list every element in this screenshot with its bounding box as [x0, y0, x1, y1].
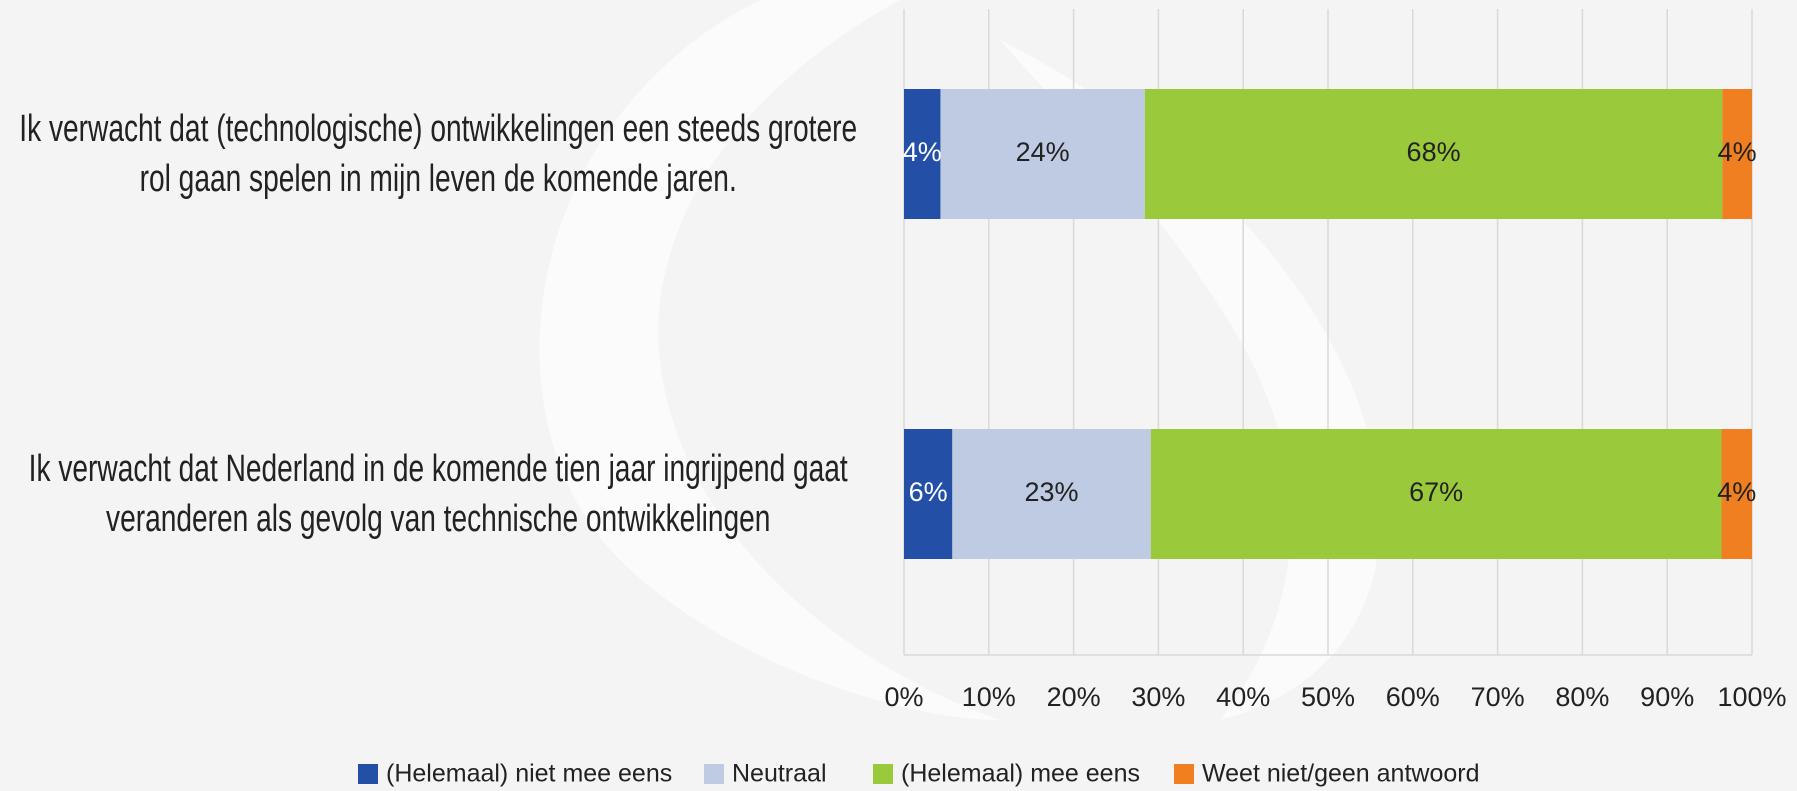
x-tick-label: 0%: [884, 682, 923, 712]
x-tick-label: 40%: [1216, 682, 1270, 712]
data-label: 24%: [1016, 137, 1070, 167]
x-tick-label: 30%: [1131, 682, 1185, 712]
data-label: 67%: [1409, 477, 1463, 507]
x-tick-label: 100%: [1717, 682, 1786, 712]
legend-label: Neutraal: [732, 760, 827, 788]
data-label: 23%: [1025, 477, 1079, 507]
legend-label: Weet niet/geen antwoord: [1202, 760, 1480, 788]
legend-swatch: [1174, 764, 1194, 784]
legend-label: (Helemaal) niet mee eens: [386, 760, 672, 788]
legend-swatch: [358, 764, 378, 784]
legend-swatch: [704, 764, 724, 784]
legend-label: (Helemaal) mee eens: [901, 760, 1140, 788]
x-tick-label: 70%: [1471, 682, 1525, 712]
data-label: 68%: [1407, 137, 1461, 167]
x-tick-label: 80%: [1555, 682, 1609, 712]
x-tick-label: 60%: [1386, 682, 1440, 712]
x-tick-label: 20%: [1047, 682, 1101, 712]
x-tick-label: 50%: [1301, 682, 1355, 712]
legend-swatch: [873, 764, 893, 784]
chart: 0% 10% 20% 30% 40% 50% 60% 70% 80% 90% 100% 4% 24% 68…: [0, 0, 1797, 791]
data-label: 4%: [1718, 137, 1757, 167]
category-label: Ik verwacht dat (technologische) ontwikk…: [16, 104, 860, 204]
x-tick-label: 10%: [962, 682, 1016, 712]
category-label: Ik verwacht dat Nederland in de komende …: [16, 444, 860, 544]
data-label: 4%: [903, 137, 942, 167]
data-label: 4%: [1717, 477, 1756, 507]
data-label: 6%: [909, 477, 948, 507]
x-tick-label: 90%: [1640, 682, 1694, 712]
